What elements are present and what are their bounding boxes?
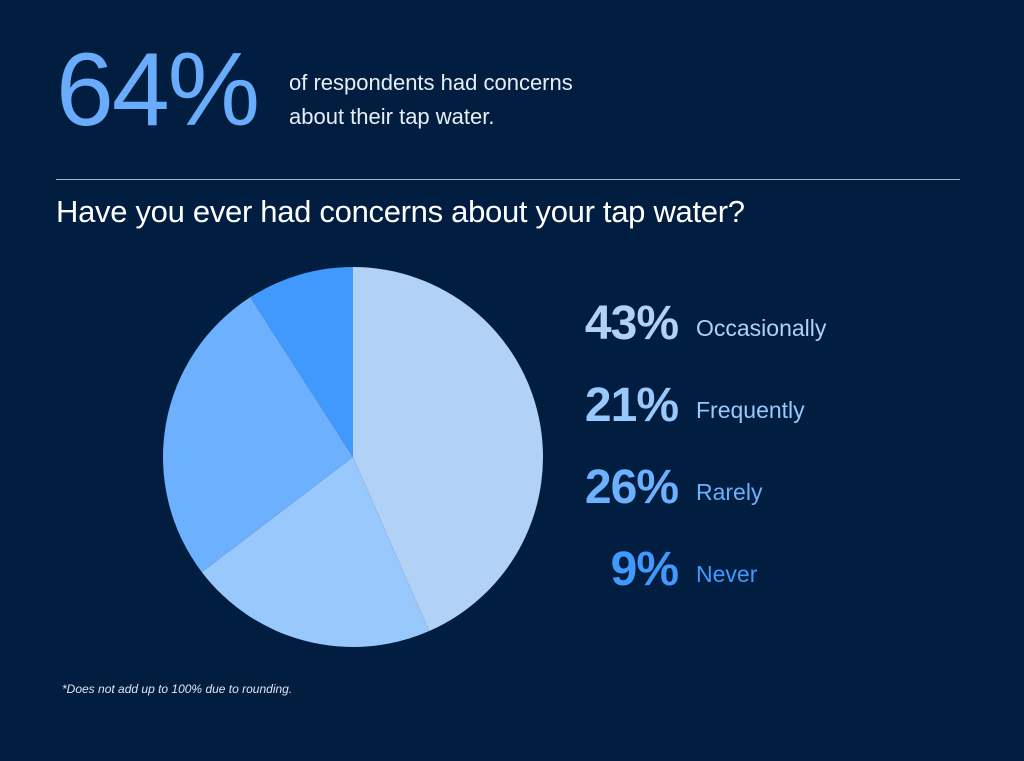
- legend-item-never: 9% Never: [560, 542, 900, 624]
- headline-value: 64%: [56, 32, 260, 148]
- legend-label: Rarely: [696, 479, 763, 505]
- pie-slice-frequently: [201, 457, 430, 648]
- legend-label: Occasionally: [696, 315, 827, 341]
- chart-title: Have you ever had concerns about your ta…: [56, 194, 745, 229]
- legend-item-occasionally: 43% Occasionally: [560, 296, 900, 378]
- headline-text-line1: of respondents had concerns: [289, 70, 573, 95]
- legend-pct: 21%: [584, 379, 679, 432]
- legend-item-rarely: 26% Rarely: [560, 460, 900, 542]
- legend-pct: 9%: [610, 543, 679, 596]
- legend-pct: 43%: [584, 297, 679, 350]
- pie-slice-occasionally: [353, 267, 544, 632]
- legend: 43% Occasionally 21% Frequently 26% Rare…: [560, 296, 900, 624]
- legend-pct: 26%: [584, 461, 679, 514]
- legend-label: Frequently: [696, 397, 805, 423]
- pie-slice-never: [250, 267, 353, 457]
- legend-label: Never: [696, 561, 758, 587]
- headline-text: of respondents had concerns about their …: [289, 66, 669, 134]
- headline-text-line2: about their tap water.: [289, 104, 495, 129]
- pie-slice-rarely: [162, 297, 353, 573]
- legend-item-frequently: 21% Frequently: [560, 378, 900, 460]
- footnote: *Does not add up to 100% due to rounding…: [62, 682, 293, 696]
- divider: [56, 179, 960, 180]
